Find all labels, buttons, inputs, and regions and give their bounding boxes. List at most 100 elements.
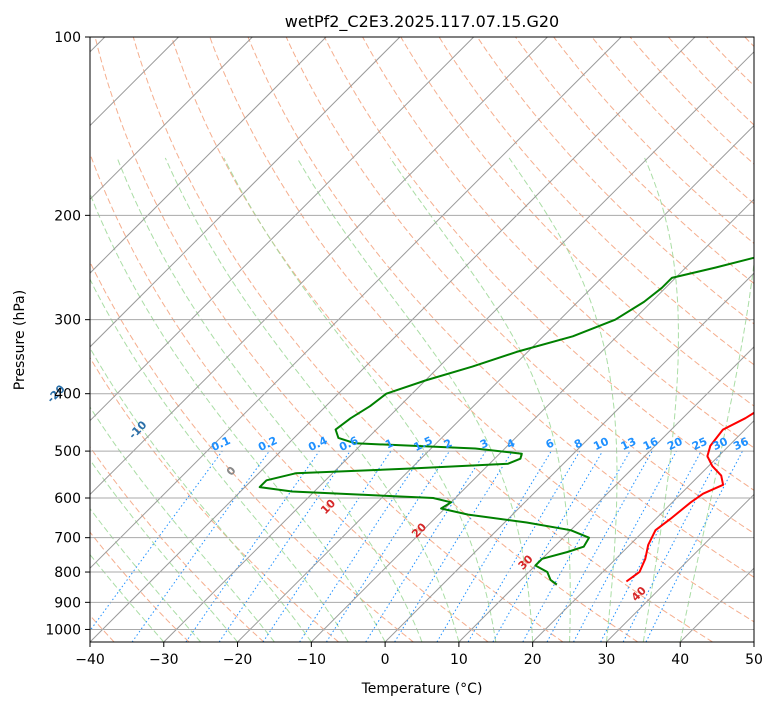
dry-adiabat-label: 30: [516, 552, 536, 572]
isotherm-line: [90, 37, 401, 348]
dry-adiabat-line: [90, 152, 489, 642]
y-axis: 100 200 300 400 500 600 700 800 900 1000: [45, 30, 90, 638]
x-tick-label: 20: [524, 652, 542, 668]
mixing-ratio-line: [218, 450, 351, 642]
isotherm-line: [163, 51, 754, 642]
isotherm-line: [90, 37, 622, 569]
dry-adiabat-line: [132, 37, 639, 642]
mixing-ratio-line: [645, 450, 743, 642]
sounding-traces: [258, 256, 754, 586]
isotherm-line: [606, 493, 754, 642]
background-lines: [90, 37, 754, 642]
isotherm-line: [237, 124, 754, 642]
mixing-ratio-label: 36: [731, 435, 751, 453]
mixing-ratio-line: [522, 450, 631, 642]
moist-adiabat-line: [90, 459, 238, 642]
mixing-ratio-line: [436, 450, 552, 642]
x-tick-label: 30: [598, 652, 616, 668]
isotherm-line: [310, 198, 754, 642]
x-tick-label: −10: [297, 652, 327, 668]
dry-adiabat-line: [629, 37, 754, 165]
mixing-ratio-line: [365, 450, 487, 642]
mixing-ratio-line: [262, 450, 392, 642]
y-tick-label: 500: [54, 444, 81, 460]
mixing-ratio-label: 25: [690, 435, 709, 453]
moist-adiabat-line: [679, 259, 754, 642]
x-axis-label: Temperature (°C): [361, 681, 483, 697]
moist-adiabat-line: [90, 192, 386, 642]
y-tick-label: 700: [54, 531, 81, 547]
y-tick-label: 800: [54, 565, 81, 581]
y-tick-label: 300: [54, 313, 81, 329]
isotherm-line: [90, 37, 327, 274]
mixing-ratio-label: 4: [505, 436, 518, 451]
dry-adiabat-line: [744, 37, 754, 48]
mixing-ratio-line: [394, 450, 513, 642]
dry-adiabat-line: [362, 37, 754, 449]
sounding-series-line: [258, 256, 754, 586]
dry-adiabat-line: [90, 260, 414, 642]
mixing-ratio-line: [325, 450, 450, 642]
x-tick-label: 0: [381, 652, 390, 668]
chart-title: wetPf2_C2E3.2025.117.07.15.G20: [285, 12, 559, 32]
moist-adiabat-line: [116, 157, 423, 642]
moist-adiabat-line: [90, 553, 165, 642]
dry-adiabat-line: [706, 37, 754, 87]
dry-adiabat-line: [476, 37, 754, 325]
x-tick-label: −20: [223, 652, 253, 668]
moist-adiabat-line: [90, 406, 275, 642]
dry-adiabat-line: [90, 356, 339, 642]
mixing-ratio-line: [131, 450, 270, 642]
mixing-ratio-line: [546, 450, 653, 642]
x-tick-label: 50: [745, 652, 763, 668]
mixing-ratio-label: 10: [591, 435, 611, 453]
dry-adiabat-line: [438, 37, 754, 366]
mixing-ratio-label: 13: [619, 435, 638, 453]
plot-frame: [89, 36, 755, 643]
dry-adiabat-line: [553, 37, 754, 245]
y-tick-label: 400: [54, 387, 81, 403]
dry-adiabat-line: [94, 37, 564, 642]
isotherm-line: [532, 419, 754, 642]
isotherm-line: [458, 346, 754, 642]
mixing-ratio-line: [573, 450, 677, 642]
mixing-ratio-label: 20: [665, 435, 685, 453]
dry-adiabat-line: [171, 37, 713, 642]
mixing-ratio-label: 16: [641, 435, 661, 453]
dry-adiabat-label: 0: [224, 464, 239, 479]
y-tick-label: 1000: [45, 622, 81, 638]
isotherm-line: [679, 567, 754, 642]
isotherm-line: [90, 37, 475, 422]
dry-adiabat-line: [591, 37, 754, 205]
isotherm-line: [90, 37, 253, 201]
x-tick-label: −40: [75, 652, 105, 668]
mixing-ratio-label: 2: [442, 436, 454, 451]
background-labels: 0.10.20.40.611.52346810131620253036-100-…: [44, 382, 751, 604]
y-tick-label: 600: [54, 491, 81, 507]
moist-adiabat-line: [90, 507, 202, 642]
dry-adiabat-line: [247, 37, 754, 578]
mixing-ratio-label: 6: [544, 436, 557, 451]
isotherm-line: [90, 37, 696, 642]
dry-adiabat-line: [400, 37, 754, 407]
dry-adiabat-label: 40: [629, 584, 649, 604]
x-tick-label: −30: [149, 652, 179, 668]
dry-adiabat-line: [209, 37, 754, 623]
isotherm-line: [90, 37, 548, 496]
y-tick-label: 100: [54, 30, 81, 46]
y-tick-label: 900: [54, 595, 81, 611]
sounding-series-line: [625, 411, 754, 583]
grid-lines: [90, 37, 754, 642]
x-axis: −40 −30 −20 −10 0 10 20 30 40 50: [75, 642, 763, 668]
y-tick-label: 200: [54, 208, 81, 224]
dry-adiabat-line: [515, 37, 754, 285]
mixing-ratio-line: [90, 450, 223, 632]
mixing-ratio-line: [467, 450, 581, 642]
mixing-ratio-label: 30: [711, 435, 731, 453]
x-tick-label: 10: [450, 652, 468, 668]
mixing-ratio-line: [299, 450, 426, 642]
dry-adiabat-line: [90, 446, 265, 642]
isotherm-line: [753, 641, 754, 642]
x-tick-label: 40: [671, 652, 689, 668]
